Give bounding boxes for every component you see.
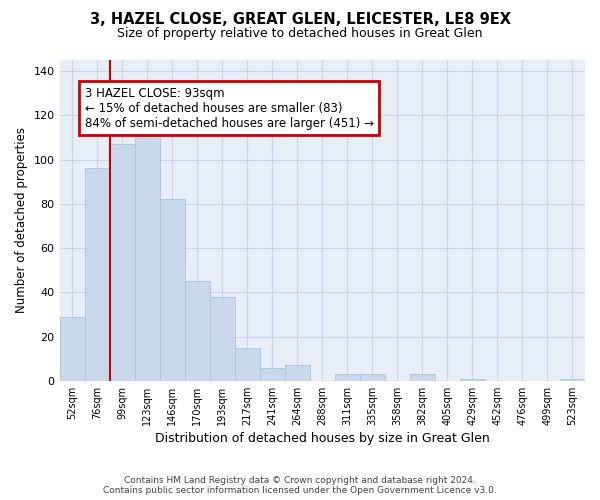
Bar [360,374,385,381]
Bar [285,366,310,381]
Text: Size of property relative to detached houses in Great Glen: Size of property relative to detached ho… [117,28,483,40]
Text: 3, HAZEL CLOSE, GREAT GLEN, LEICESTER, LE8 9EX: 3, HAZEL CLOSE, GREAT GLEN, LEICESTER, L… [89,12,511,28]
Bar [235,348,260,381]
Bar [59,316,85,381]
Bar [134,135,160,381]
Text: Contains HM Land Registry data © Crown copyright and database right 2024.
Contai: Contains HM Land Registry data © Crown c… [103,476,497,495]
Bar [410,374,435,381]
Bar [560,378,585,381]
Bar [209,296,235,381]
Bar [160,200,185,381]
X-axis label: Distribution of detached houses by size in Great Glen: Distribution of detached houses by size … [155,432,490,445]
Y-axis label: Number of detached properties: Number of detached properties [15,128,28,314]
Bar [460,378,485,381]
Text: 3 HAZEL CLOSE: 93sqm
← 15% of detached houses are smaller (83)
84% of semi-detac: 3 HAZEL CLOSE: 93sqm ← 15% of detached h… [85,86,374,130]
Bar [85,168,110,381]
Bar [260,368,285,381]
Bar [110,144,134,381]
Bar [335,374,360,381]
Bar [185,282,209,381]
